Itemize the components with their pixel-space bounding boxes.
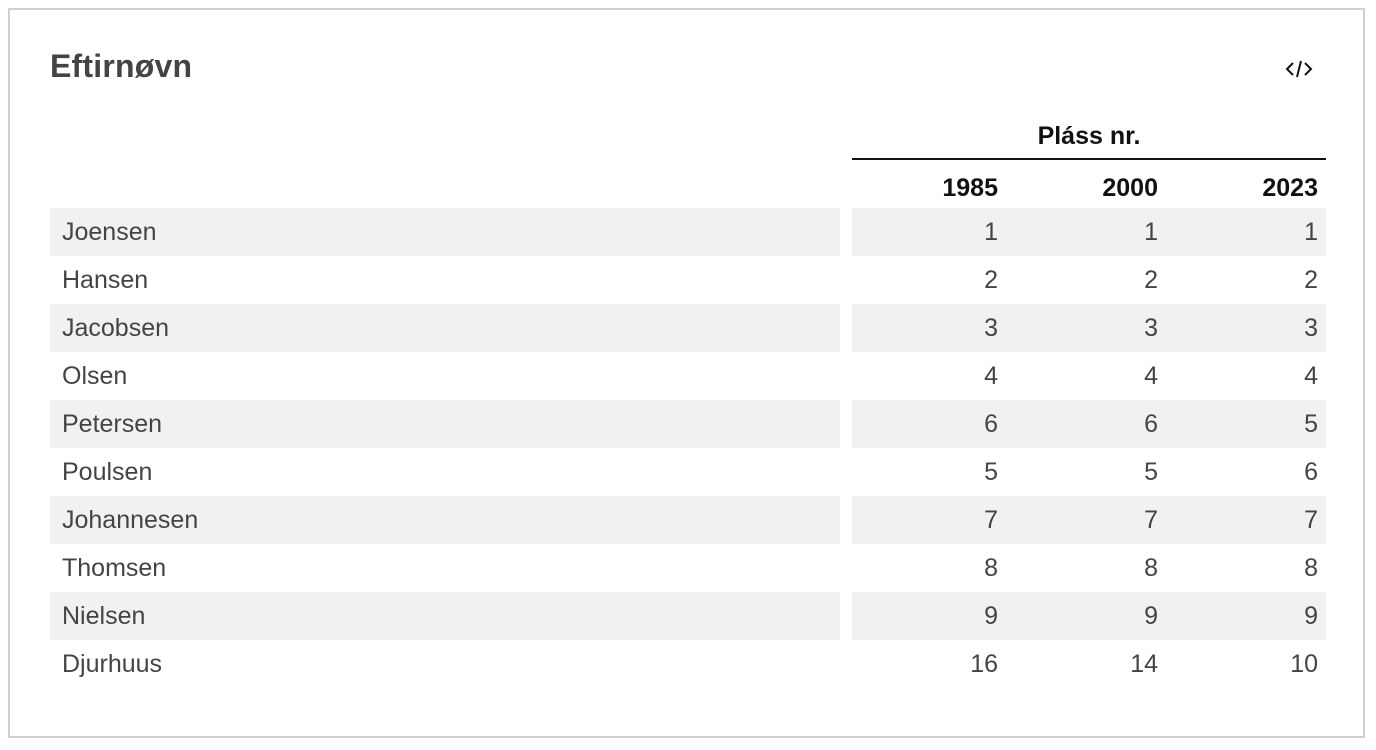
rank-cell-1985: 3 (984, 314, 998, 342)
rank-cell-1985: 5 (984, 458, 998, 486)
surname-cell: Petersen (50, 400, 840, 448)
table-row: Thomsen 8 8 8 (50, 544, 1326, 592)
rank-cell-1985: 16 (970, 650, 998, 678)
table-row: Nielsen 9 9 9 (50, 592, 1326, 640)
rank-cell-2000: 1 (1144, 218, 1158, 246)
rank-cell-2023: 1 (1304, 218, 1318, 246)
surname-cell: Joensen (50, 208, 840, 256)
surname-cell: Nielsen (50, 592, 840, 640)
rank-cell-2000: 6 (1144, 410, 1158, 438)
rank-cell-2000: 8 (1144, 554, 1158, 582)
rank-cell-1985: 7 (984, 506, 998, 534)
surname-cell: Djurhuus (62, 650, 163, 678)
table-body: Joensen 1 1 1 Hansen 2 2 2 Jacobsen 3 3 3 Olsen 4 4 4 Pe… (50, 208, 1326, 688)
rank-values: 4 4 4 (852, 352, 1326, 400)
rank-cell-2000: 3 (1144, 314, 1158, 342)
rank-values: 9 9 9 (852, 592, 1326, 640)
table-card: Eftirnøvn Pláss nr. 1985 2000 2023 Joens… (8, 8, 1365, 738)
surname-cell: Olsen (62, 362, 128, 390)
rank-cell-1985: 8 (984, 554, 998, 582)
rank-cell-2023: 4 (1304, 362, 1318, 390)
column-header-2000: 2000 (1102, 174, 1158, 202)
rank-cell-2000: 9 (1144, 602, 1158, 630)
surname-cell: Jacobsen (50, 304, 840, 352)
table-row: Johannesen 7 7 7 (50, 496, 1326, 544)
table-row: Joensen 1 1 1 (50, 208, 1326, 256)
table-row: Djurhuus 16 14 10 (50, 640, 1326, 688)
table-row: Hansen 2 2 2 (50, 256, 1326, 304)
rank-values: 5 5 6 (852, 448, 1326, 496)
rank-cell-1985: 2 (984, 266, 998, 294)
rank-cell-2023: 7 (1304, 506, 1318, 534)
table-row: Jacobsen 3 3 3 (50, 304, 1326, 352)
rank-cell-1985: 6 (984, 410, 998, 438)
rank-cell-2023: 8 (1304, 554, 1318, 582)
rank-cell-2023: 3 (1304, 314, 1318, 342)
rank-cell-2000: 2 (1144, 266, 1158, 294)
surname-cell: Johannesen (50, 496, 840, 544)
rank-values: 7 7 7 (852, 496, 1326, 544)
rank-cell-2000: 7 (1144, 506, 1158, 534)
rank-cell-1985: 9 (984, 602, 998, 630)
rank-values: 2 2 2 (852, 256, 1326, 304)
page-title: Eftirnøvn (50, 48, 193, 84)
table-row: Olsen 4 4 4 (50, 352, 1326, 400)
surname-cell: Hansen (62, 266, 149, 294)
rank-values: 16 14 10 (852, 640, 1326, 688)
rank-values: 1 1 1 (852, 208, 1326, 256)
rank-cell-1985: 1 (984, 218, 998, 246)
embed-code-button[interactable] (1282, 54, 1316, 84)
rank-cell-1985: 4 (984, 362, 998, 390)
rank-cell-2023: 2 (1304, 266, 1318, 294)
rank-cell-2023: 6 (1304, 458, 1318, 486)
rank-values: 3 3 3 (852, 304, 1326, 352)
rank-cell-2023: 10 (1290, 650, 1318, 678)
table-row: Poulsen 5 5 6 (50, 448, 1326, 496)
code-embed-icon (1285, 60, 1313, 78)
rank-cell-2023: 5 (1304, 410, 1318, 438)
rank-values: 8 8 8 (852, 544, 1326, 592)
column-header-1985: 1985 (942, 174, 998, 202)
table-row: Petersen 6 6 5 (50, 400, 1326, 448)
rank-values: 6 6 5 (852, 400, 1326, 448)
surname-cell: Poulsen (62, 458, 153, 486)
rank-cell-2000: 14 (1130, 650, 1158, 678)
rank-cell-2000: 4 (1144, 362, 1158, 390)
column-header-2023: 2023 (1262, 174, 1318, 202)
group-header-rank: Pláss nr. (852, 120, 1326, 160)
rank-cell-2023: 9 (1304, 602, 1318, 630)
surname-cell: Thomsen (62, 554, 167, 582)
rank-cell-2000: 5 (1144, 458, 1158, 486)
column-headers: 1985 2000 2023 (852, 168, 1326, 208)
